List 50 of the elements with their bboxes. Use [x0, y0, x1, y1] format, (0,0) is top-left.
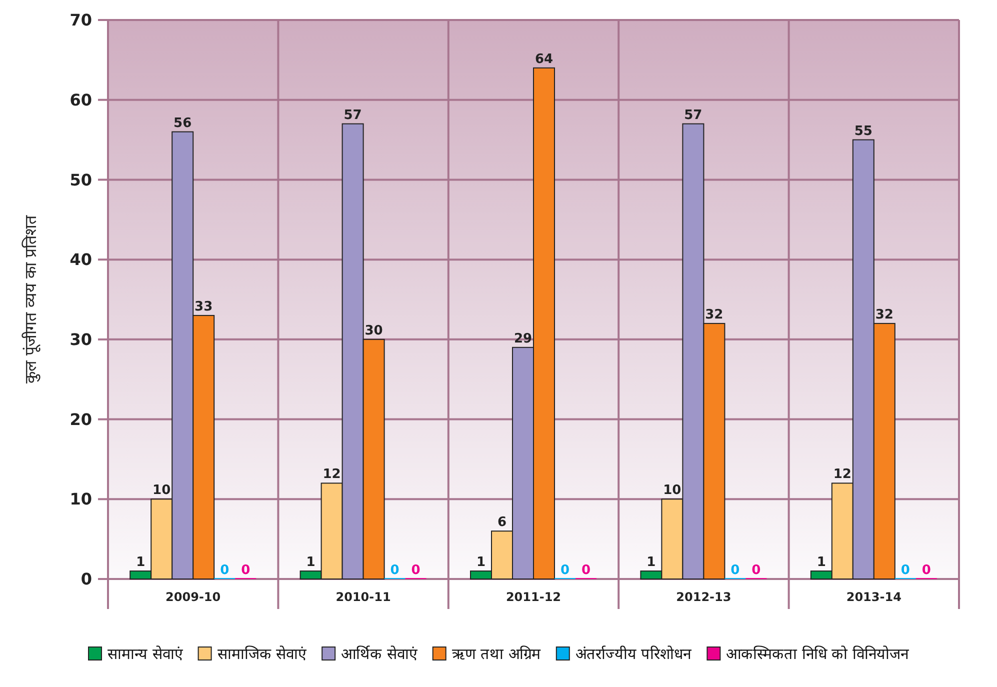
y-tick-label: 40: [70, 250, 92, 270]
y-tick-label: 10: [70, 490, 92, 509]
data-label: 12: [322, 467, 341, 482]
data-label: 0: [411, 563, 420, 578]
legend-label: सामान्य सेवाएं: [108, 645, 184, 663]
data-label: 56: [174, 116, 192, 131]
x-tick-label: 2012-13: [676, 590, 732, 604]
y-tick-label: 60: [70, 90, 92, 110]
data-label: 57: [344, 108, 362, 123]
data-label: 10: [152, 483, 171, 498]
x-tick-label: 2011-12: [506, 590, 562, 604]
data-label: 0: [581, 563, 591, 578]
data-label: 64: [534, 52, 554, 67]
data-label: 32: [875, 307, 894, 322]
data-label: 1: [306, 555, 316, 570]
legend-label: अंतर्राज्यीय परिशोधन: [575, 645, 692, 663]
y-tick-label: 20: [70, 410, 92, 429]
y-tick-label: 30: [70, 330, 92, 350]
legend-label: आर्थिक सेवाएं: [341, 645, 418, 663]
legend-label: सामाजिक सेवाएं: [217, 645, 308, 663]
data-label: 0: [220, 563, 230, 578]
data-label: 0: [390, 563, 400, 578]
data-label: 0: [900, 563, 910, 578]
x-tick-label: 2009-10: [166, 590, 221, 604]
data-label: 0: [730, 563, 740, 578]
data-label: 6: [497, 515, 507, 530]
data-label: 0: [922, 563, 931, 578]
data-label: 10: [663, 483, 682, 498]
data-label: 55: [854, 124, 872, 139]
data-label: 0: [241, 563, 250, 578]
data-label: 1: [136, 555, 146, 570]
y-tick-label: 0: [80, 570, 92, 589]
data-label: 57: [684, 108, 702, 123]
x-tick-label: 2010-11: [336, 590, 391, 604]
data-label: 12: [833, 467, 852, 482]
y-tick-label: 70: [70, 10, 92, 30]
x-tick-label: 2013-14: [846, 590, 902, 604]
data-label: 32: [705, 307, 724, 322]
data-label: 1: [646, 555, 656, 570]
data-label: 30: [364, 323, 383, 338]
data-label: 33: [194, 299, 213, 314]
data-label: 1: [476, 555, 486, 570]
y-axis-title: कुल पूंजीगत व्यय का प्रतिशत: [21, 214, 41, 384]
legend-label: ऋण तथा अग्रिम: [452, 645, 542, 663]
data-label: 1: [816, 555, 826, 570]
y-tick-label: 50: [70, 170, 92, 190]
data-label: 0: [752, 563, 761, 578]
legend-label: आकस्मिकता निधि को विनियोजन: [726, 645, 910, 663]
data-label: 29: [514, 331, 532, 346]
data-label: 0: [560, 563, 570, 578]
